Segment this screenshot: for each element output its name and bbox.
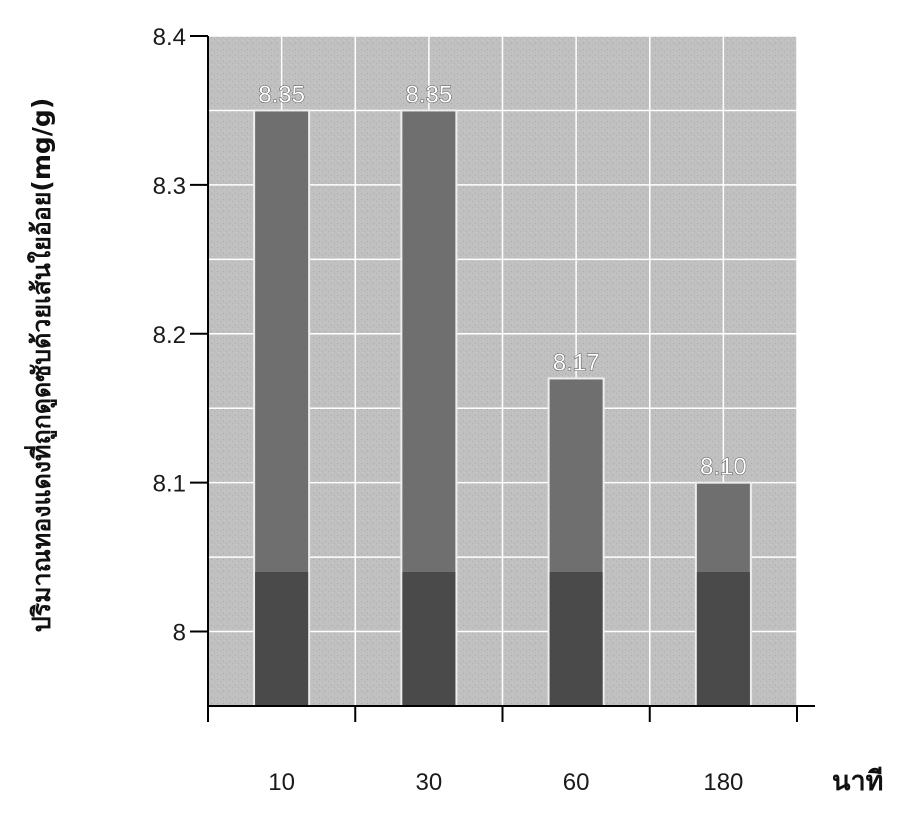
bar-base-30 <box>402 572 456 706</box>
x-tick-label-60: 60 <box>563 769 590 796</box>
y-tick-labels: 8.4 8.3 8.2 8.1 8 <box>153 24 186 647</box>
y-tick-label: 8.2 <box>153 322 186 349</box>
y-tick-label: 8.3 <box>153 173 186 200</box>
data-label-60: 8.17 <box>553 349 600 376</box>
bar-base-10 <box>255 572 309 706</box>
y-tick-label: 8 <box>173 620 186 647</box>
x-tick-label-180: 180 <box>703 769 743 796</box>
x-tick-label-10: 10 <box>268 769 295 796</box>
y-tick-label: 8.1 <box>153 471 186 498</box>
bars <box>253 109 752 707</box>
bar-base-60 <box>549 572 603 706</box>
data-labels: 8.35 8.35 8.17 8.10 <box>258 81 747 481</box>
x-axis-unit-label: นาที <box>832 766 883 797</box>
data-label-10: 8.35 <box>258 81 305 108</box>
y-axis-label: ปริมาณทองแดงที่ถูกดูดซับด้วยเส้นใยอ้อย(m… <box>24 98 58 633</box>
x-tick-labels: 10 30 60 180 <box>268 769 743 796</box>
data-label-180: 8.10 <box>700 454 747 481</box>
x-tick-label-30: 30 <box>416 769 443 796</box>
y-tick-label: 8.4 <box>153 24 186 51</box>
axes <box>190 35 815 722</box>
bar-base-180 <box>696 572 750 706</box>
data-label-30: 8.35 <box>406 81 453 108</box>
